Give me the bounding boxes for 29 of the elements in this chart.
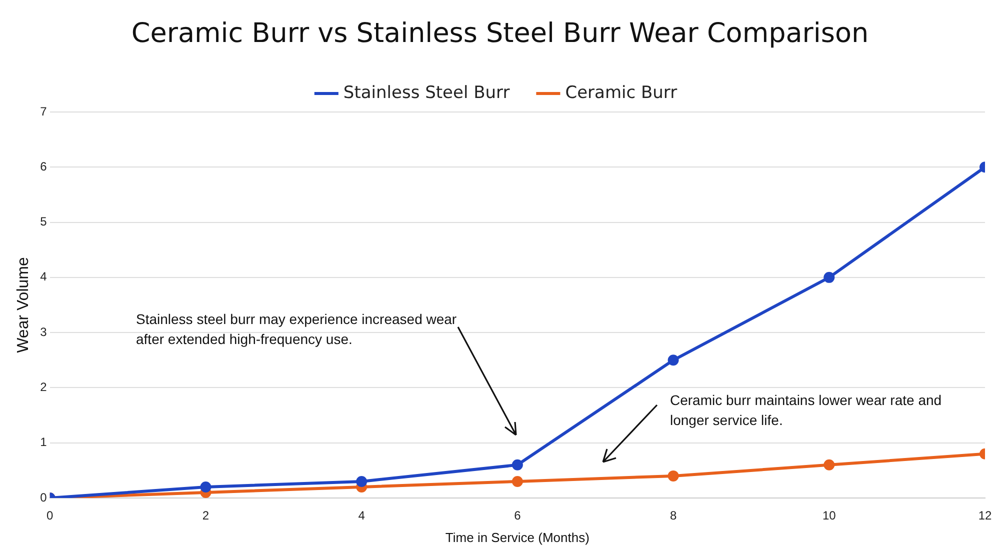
point — [668, 470, 679, 482]
point — [824, 459, 835, 470]
point — [512, 459, 523, 470]
y-tick-label: 6 — [40, 159, 48, 174]
x-tick-label: 4 — [358, 508, 366, 523]
y-tick-label: 7 — [40, 104, 48, 118]
annotation: Ceramic burr maintains lower wear rate and longer service life. — [670, 391, 943, 430]
point — [200, 481, 212, 492]
point — [824, 272, 835, 283]
point — [512, 476, 523, 487]
y-tick-label: 2 — [40, 380, 48, 394]
x-tick-label: 6 — [514, 508, 522, 523]
x-tick-label: 8 — [670, 508, 677, 523]
x-tick-label: 2 — [202, 508, 210, 523]
point — [356, 476, 368, 487]
x-axis-title: Time in Service (Months) — [445, 530, 590, 545]
chart-title: Ceramic Burr vs Stainless Steel Burr Wear Comparison — [130, 18, 870, 49]
annotation: Stainless steel burr may experience increased wear after extended high-frequency use. — [136, 310, 458, 349]
legend-label: Ceramic Burr — [565, 82, 678, 103]
x-tick-label: 12 — [978, 508, 992, 523]
y-tick-label: 0 — [40, 490, 48, 504]
y-tick-label: 5 — [40, 214, 48, 229]
legend-label: Stainless Steel Burr — [343, 82, 510, 103]
x-tick-label: 10 — [822, 508, 836, 523]
y-axis-title: Wear Volume — [15, 257, 32, 353]
point — [668, 354, 679, 366]
y-tick-label: 1 — [40, 435, 48, 450]
y-tick-label: 4 — [40, 270, 48, 284]
y-tick-label: 3 — [40, 324, 48, 339]
